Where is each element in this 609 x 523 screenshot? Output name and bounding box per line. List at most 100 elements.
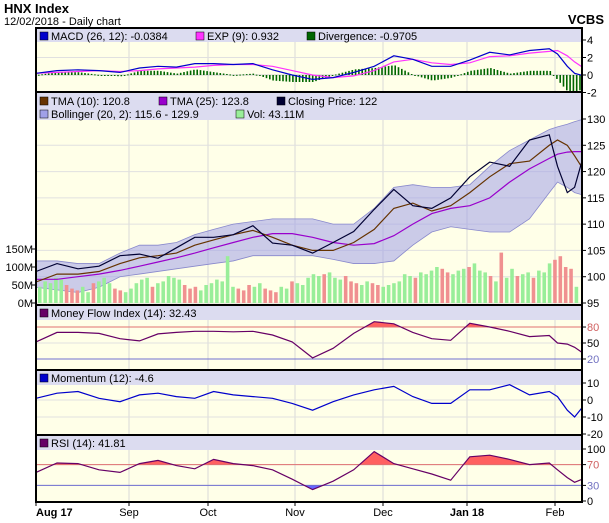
- divergence-bar: [209, 71, 212, 75]
- volume-bar: [456, 270, 461, 303]
- volume-bar: [419, 272, 423, 303]
- volume-bar: [542, 272, 547, 303]
- y-tick-label: 4: [587, 35, 593, 47]
- divergence-bar: [344, 71, 347, 75]
- volume-bar: [156, 283, 160, 303]
- y-tick-label: 100: [587, 444, 605, 456]
- volume-bar: [300, 285, 305, 303]
- macd-legend-label: MACD (26, 12): -0.0384: [51, 31, 168, 43]
- volume-bar: [349, 281, 353, 303]
- divergence-bar: [427, 75, 429, 80]
- y-tick-label: 70: [587, 460, 599, 472]
- divergence-bar: [533, 70, 535, 75]
- volume-bar: [134, 283, 139, 303]
- volume-bar: [472, 263, 477, 303]
- tma10-swatch: [39, 96, 49, 106]
- rsi-legend-band: [36, 435, 582, 450]
- divergence-bar: [480, 69, 482, 75]
- divergence-bar: [404, 70, 406, 75]
- divergence-bar: [179, 72, 182, 75]
- divergence-bar: [311, 75, 314, 82]
- divergence-bar: [41, 74, 43, 76]
- divergence-bar: [212, 72, 215, 75]
- mfi-legend-label: Money Flow Index (14): 32.43: [51, 308, 197, 320]
- divergence-bar: [269, 75, 271, 80]
- volume-bar: [553, 259, 557, 303]
- vol-swatch: [235, 109, 245, 119]
- divergence-bar: [496, 69, 499, 75]
- divergence-bar: [542, 70, 545, 75]
- divergence-bar: [252, 73, 255, 75]
- divergence-bar: [245, 74, 248, 76]
- volume-bar: [188, 288, 192, 303]
- divergence-bar: [189, 70, 192, 75]
- divergence-bar: [434, 75, 436, 81]
- divergence-bar: [47, 73, 50, 75]
- volume-bar: [440, 268, 445, 303]
- rsi-legend-label: RSI (14): 41.81: [51, 438, 126, 450]
- divergence-bar: [443, 75, 446, 79]
- volume-bar: [129, 288, 133, 303]
- y-tick-label: 0: [587, 395, 593, 407]
- y-tick-label: 50: [587, 338, 599, 350]
- price-legend-band: [36, 92, 582, 120]
- divergence-bar: [272, 75, 274, 81]
- y-tick-label: 2: [587, 53, 593, 65]
- y-tick-label: 125: [587, 140, 605, 152]
- divergence-bar: [51, 72, 53, 75]
- divergence-bar: [447, 75, 449, 79]
- volume-bar: [488, 276, 493, 303]
- divergence-bar: [335, 74, 337, 76]
- volume-bar: [376, 285, 380, 303]
- divergence-bar: [104, 75, 106, 76]
- panels: 420-213012512011511010510095805020100-10…: [5, 27, 605, 519]
- divergence-bar: [133, 72, 136, 75]
- volume-bar: [290, 281, 294, 303]
- volume-bar: [515, 276, 520, 303]
- volume-bar: [381, 286, 386, 303]
- volume-tick-label: 150M: [5, 244, 33, 256]
- volume-bar: [193, 286, 198, 303]
- volume-bar: [284, 288, 289, 303]
- mfi-swatch: [39, 308, 49, 318]
- divergence-bar: [64, 72, 66, 75]
- y-tick-label: -20: [587, 429, 603, 441]
- y-tick-label: 115: [587, 193, 605, 205]
- divergence-bar: [437, 75, 439, 80]
- exp-swatch: [195, 31, 205, 41]
- volume-bar: [274, 292, 278, 303]
- y-tick-label: -2: [587, 88, 597, 100]
- divergence-bar: [216, 72, 218, 75]
- chart-subtitle: 12/02/2018 - Daily chart: [4, 16, 121, 28]
- volume-bar: [558, 256, 563, 303]
- divergence-bar: [275, 75, 278, 81]
- divergence-bar: [572, 75, 575, 93]
- mfi-legend: Money Flow Index (14): 32.43: [39, 308, 197, 320]
- rsi-swatch: [39, 438, 49, 448]
- divergence-bar: [523, 71, 525, 75]
- volume-bar: [483, 272, 487, 303]
- volume-bar: [370, 283, 375, 303]
- volume-bar: [252, 286, 257, 303]
- volume-bar: [327, 272, 332, 303]
- divergence-bar: [226, 73, 228, 75]
- divergence-legend-label: Divergence: -0.9705: [318, 31, 417, 43]
- volume-bar: [209, 283, 214, 303]
- divergence-bar: [450, 75, 453, 78]
- volume-bar: [161, 281, 165, 303]
- divergence-bar: [173, 73, 175, 75]
- divergence-bar: [401, 68, 403, 75]
- divergence-bar: [156, 70, 159, 75]
- divergence-bar: [559, 75, 561, 83]
- divergence-bar: [278, 75, 281, 82]
- volume-bar: [526, 272, 530, 303]
- divergence-bar: [100, 75, 103, 76]
- close-swatch: [276, 96, 286, 106]
- volume-bar: [338, 279, 343, 303]
- momentum-legend: Momentum (12): -4.6: [39, 373, 154, 385]
- divergence-bar: [137, 71, 139, 75]
- divergence-bar: [302, 75, 304, 82]
- divergence-bar: [364, 68, 367, 75]
- rsi-overbought-fill: [53, 451, 552, 465]
